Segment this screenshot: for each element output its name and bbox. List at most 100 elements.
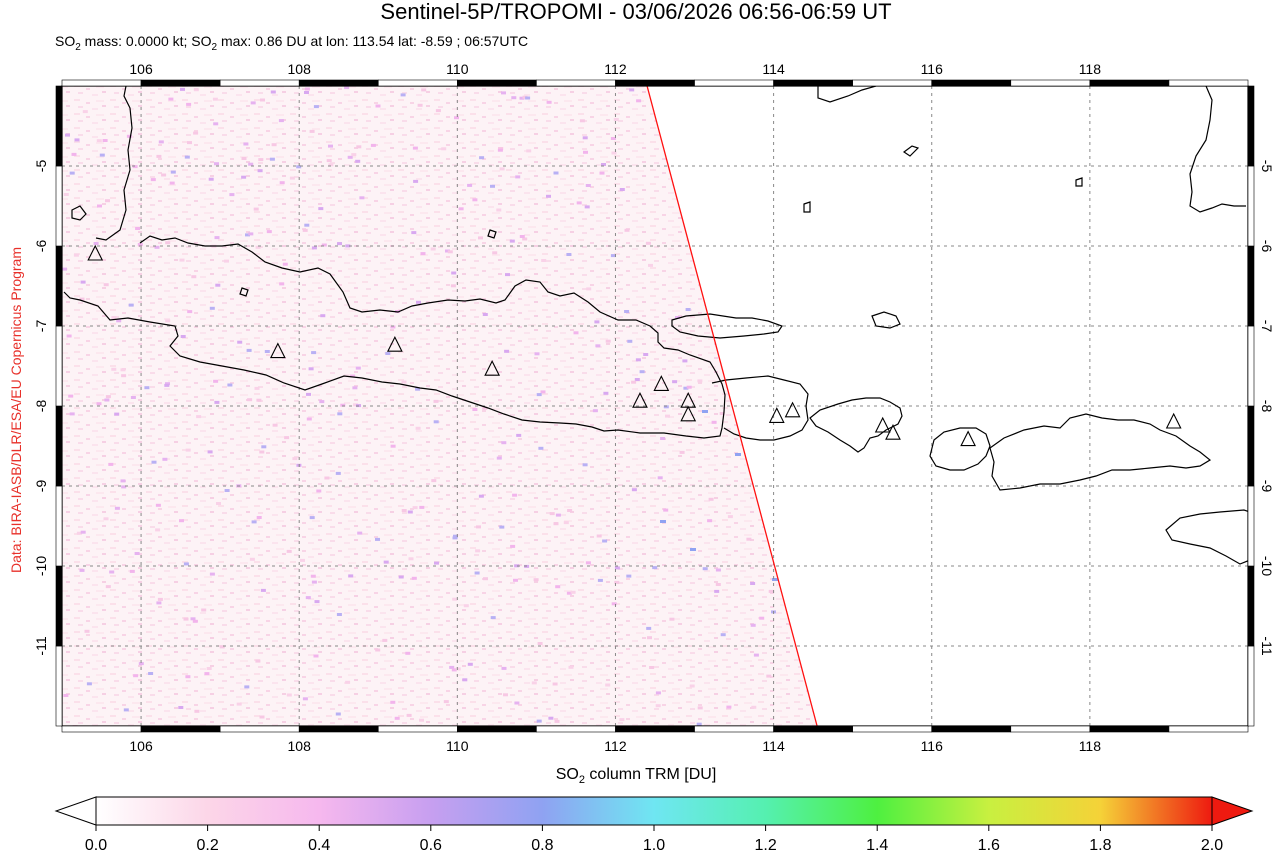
lat-tick-label-left: -7 xyxy=(33,320,49,333)
so2-pixel xyxy=(214,236,220,240)
so2-pixel xyxy=(682,359,688,363)
so2-pixel xyxy=(501,91,506,95)
frame-segment-left xyxy=(55,165,63,247)
so2-pixel xyxy=(114,412,120,416)
east-java-coast xyxy=(711,375,809,441)
so2-pixel xyxy=(483,577,488,581)
so2-pixel xyxy=(531,681,537,685)
so2-pixel xyxy=(168,97,174,101)
so2-pixel xyxy=(400,93,406,97)
lat-tick-label-right: -7 xyxy=(1259,320,1272,333)
so2-pixel xyxy=(647,636,652,640)
so2-pixel xyxy=(134,552,140,555)
so2-pixel xyxy=(355,366,361,370)
so2-pixel xyxy=(116,319,122,323)
so2-pixel xyxy=(74,138,80,142)
so2-pixel xyxy=(546,100,552,104)
so2-pixel xyxy=(71,152,77,156)
frame-segment-left xyxy=(55,325,63,407)
so2-pixel xyxy=(648,263,653,267)
so2-pixel xyxy=(161,173,167,177)
so2-pixel xyxy=(398,575,404,579)
lon-tick-label-bottom: 108 xyxy=(288,738,312,754)
so2-pixel xyxy=(631,380,637,384)
so2-pixel xyxy=(196,415,202,419)
so2-pixel xyxy=(455,667,461,671)
so2-pixel xyxy=(309,516,315,520)
so2-pixel xyxy=(533,578,539,582)
so2-pixel xyxy=(208,177,214,181)
so2-pixel xyxy=(411,576,417,580)
so2-pixel xyxy=(435,109,441,113)
frame-segment-right xyxy=(1247,165,1255,247)
so2-pixel xyxy=(501,666,507,670)
so2-pixel xyxy=(579,119,585,123)
so2-pixel xyxy=(311,246,317,250)
satellite-swath xyxy=(62,86,818,726)
so2-pixel xyxy=(187,310,193,314)
java-island xyxy=(63,235,726,439)
so2-pixel xyxy=(394,716,400,720)
so2-pixel xyxy=(345,244,351,248)
so2-pixel xyxy=(236,702,242,706)
volcano-icon xyxy=(653,375,670,391)
so2-pixel xyxy=(121,374,127,378)
axis-labels: 106 106 108 108 110 110 112 112 114 114 116 116 118 1… xyxy=(33,61,1272,754)
lat-tick-label-left: -6 xyxy=(33,240,49,253)
so2-pixel xyxy=(237,340,243,344)
frame-segment-left xyxy=(55,245,63,327)
so2-pixel xyxy=(447,250,453,254)
so2-pixel xyxy=(746,537,752,541)
so2-pixel xyxy=(511,96,517,100)
so2-pixel xyxy=(412,506,418,510)
so2-pixel xyxy=(121,485,127,489)
so2-pixel xyxy=(108,462,114,466)
so2-pixel xyxy=(573,331,579,335)
so2-pixel xyxy=(652,566,658,570)
so2-pixel xyxy=(62,267,67,271)
so2-pixel xyxy=(193,88,199,92)
so2-pixel xyxy=(250,101,256,105)
so2-pixel xyxy=(192,619,198,623)
so2-pixel xyxy=(476,525,481,529)
frame-segment-bottom xyxy=(773,725,853,733)
so2-pixel xyxy=(526,149,532,153)
so2-pixel xyxy=(537,642,543,645)
so2-pixel xyxy=(93,242,99,245)
so2-pixel xyxy=(207,450,213,454)
map-title: Sentinel-5P/TROPOMI - 03/06/2026 06:56-0… xyxy=(380,0,892,24)
so2-pixel xyxy=(130,396,136,399)
so2-pixel xyxy=(430,247,436,251)
so2-pixel xyxy=(585,561,591,565)
so2-pixel xyxy=(144,386,150,390)
swath-edge-line xyxy=(646,86,818,726)
so2-pixel xyxy=(512,493,518,497)
lat-tick-label-right: -8 xyxy=(1259,400,1272,413)
frame-segment-top xyxy=(1089,79,1170,87)
so2-pixel xyxy=(249,557,255,561)
islet-1 xyxy=(71,205,87,221)
sumba-island xyxy=(1165,509,1248,565)
so2-pixel xyxy=(467,183,473,187)
so2-pixel xyxy=(350,374,356,378)
so2-pixel xyxy=(103,517,109,521)
volcano-icon xyxy=(87,244,104,261)
so2-pixel xyxy=(675,316,680,319)
so2-pixel xyxy=(605,683,611,687)
so2-pixel xyxy=(420,252,426,256)
so2-pixel xyxy=(594,320,600,324)
so2-pixel xyxy=(165,241,171,245)
so2-pixel xyxy=(449,665,455,669)
lon-tick-label-bottom: 110 xyxy=(446,738,469,754)
so2-pixel xyxy=(183,617,189,621)
so2-pixel xyxy=(375,648,381,652)
frame-segment-top xyxy=(140,79,221,87)
so2-pixel xyxy=(318,207,324,211)
so2-pixel xyxy=(357,531,363,535)
lon-tick-label-bottom: 112 xyxy=(604,738,627,754)
so2-pixel xyxy=(479,156,485,160)
volcano-icon xyxy=(768,407,785,423)
so2-pixel xyxy=(302,228,308,232)
so2-pixel xyxy=(697,706,703,710)
so2-pixel xyxy=(636,99,642,103)
